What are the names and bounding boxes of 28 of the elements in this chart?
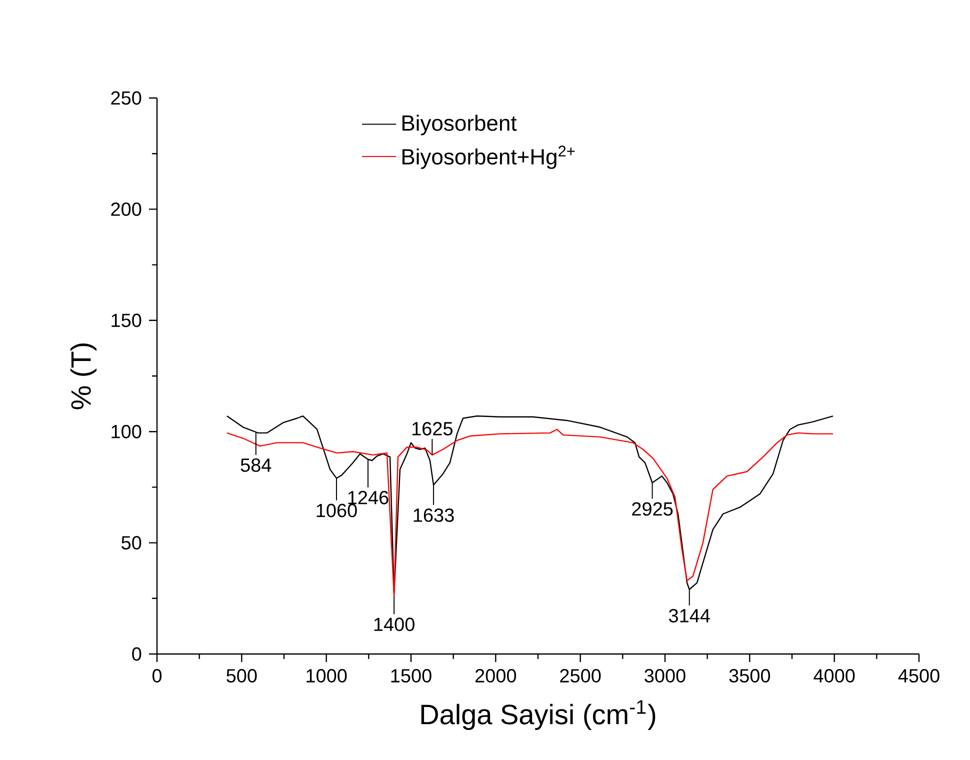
annotation: 3144 [668, 608, 710, 622]
x-tick-label: 1500 [391, 669, 432, 683]
x-tick-label: 2000 [475, 669, 516, 683]
x-tick-label: 1000 [306, 669, 347, 683]
x-tick-label: 500 [226, 669, 257, 683]
x-tick-label: 3500 [729, 669, 770, 683]
annotation: 1625 [412, 422, 453, 436]
x-tick-label: 2500 [560, 669, 601, 683]
y-axis-title: % (T) [70, 344, 97, 410]
x-axis-title: Dalga Sayisi (cm$^{-1}$) [421, 700, 656, 730]
legend-label: Biyosorbent+Hg$^{2+}$ [402, 146, 575, 169]
annotation: 1246 [348, 490, 388, 504]
y-tick-label: 50 [122, 536, 142, 550]
annotation: 1633 [414, 508, 454, 522]
y-tick-label: 100 [112, 424, 142, 438]
annotation: 2925 [632, 502, 673, 516]
y-tick-label: 200 [111, 202, 142, 216]
y-tick-label: 250 [111, 91, 142, 105]
annotation: 1400 [374, 618, 414, 632]
x-tick-label: 4500 [898, 669, 940, 683]
y-tick-label: 0 [132, 647, 142, 661]
legend-label: Biyosorbent [402, 114, 517, 136]
annotation: 584 [240, 458, 272, 472]
y-tick-label: 150 [112, 314, 142, 328]
x-tick-label: 3000 [644, 669, 686, 683]
x-tick-label: 4000 [814, 669, 855, 683]
annotation: 1060 [316, 504, 357, 518]
x-tick-label: 0 [152, 669, 162, 683]
